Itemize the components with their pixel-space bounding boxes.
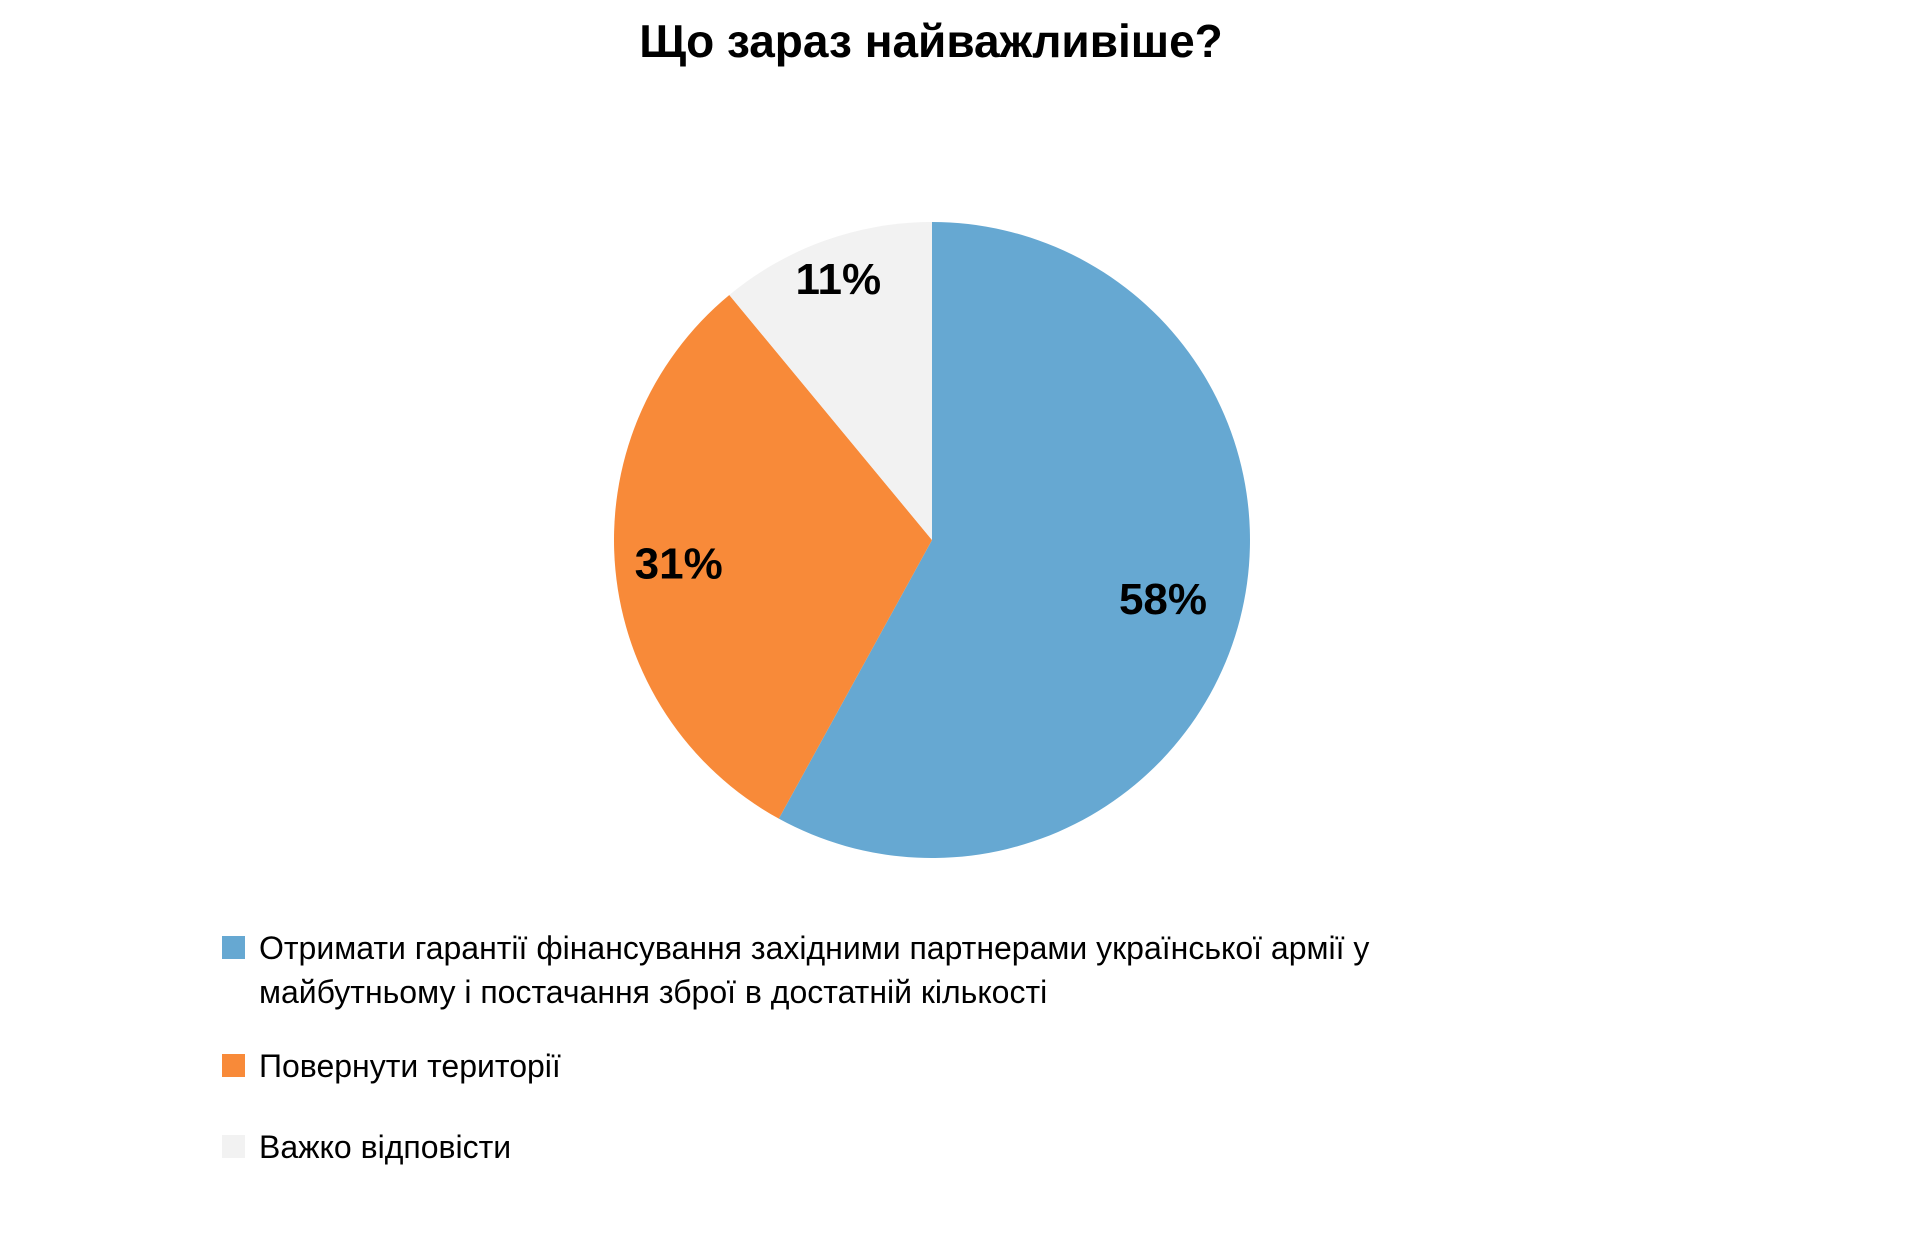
slice-value-label-3: 11% bbox=[795, 255, 881, 304]
pie-slice-1 bbox=[778, 222, 1250, 858]
slice-value-label-1: 58% bbox=[1119, 575, 1207, 624]
legend-item-guarantees: Отримати гарантії фінансування західними… bbox=[222, 926, 1482, 1014]
legend-marker-gray-icon bbox=[222, 1135, 245, 1158]
legend-label-hard-to-answer: Важко відповісти bbox=[259, 1129, 512, 1165]
chart-title: Що зараз найважливіше? bbox=[639, 15, 1223, 67]
legend-label-territories: Повернути території bbox=[259, 1048, 561, 1084]
pie-chart: 58% 31% 11% bbox=[614, 222, 1250, 858]
legend-label-guarantees: Отримати гарантії фінансування західними… bbox=[259, 930, 1370, 1010]
legend-item-hard-to-answer: Важко відповісти bbox=[222, 1125, 1482, 1169]
legend: Отримати гарантії фінансування західними… bbox=[222, 926, 1482, 1199]
legend-marker-orange-icon bbox=[222, 1054, 245, 1077]
legend-marker-blue-icon bbox=[222, 936, 245, 959]
pie-slice-2 bbox=[614, 294, 932, 819]
slice-value-label-2: 31% bbox=[635, 539, 723, 588]
legend-item-territories: Повернути території bbox=[222, 1044, 1482, 1088]
pie-slice-3 bbox=[729, 222, 932, 540]
